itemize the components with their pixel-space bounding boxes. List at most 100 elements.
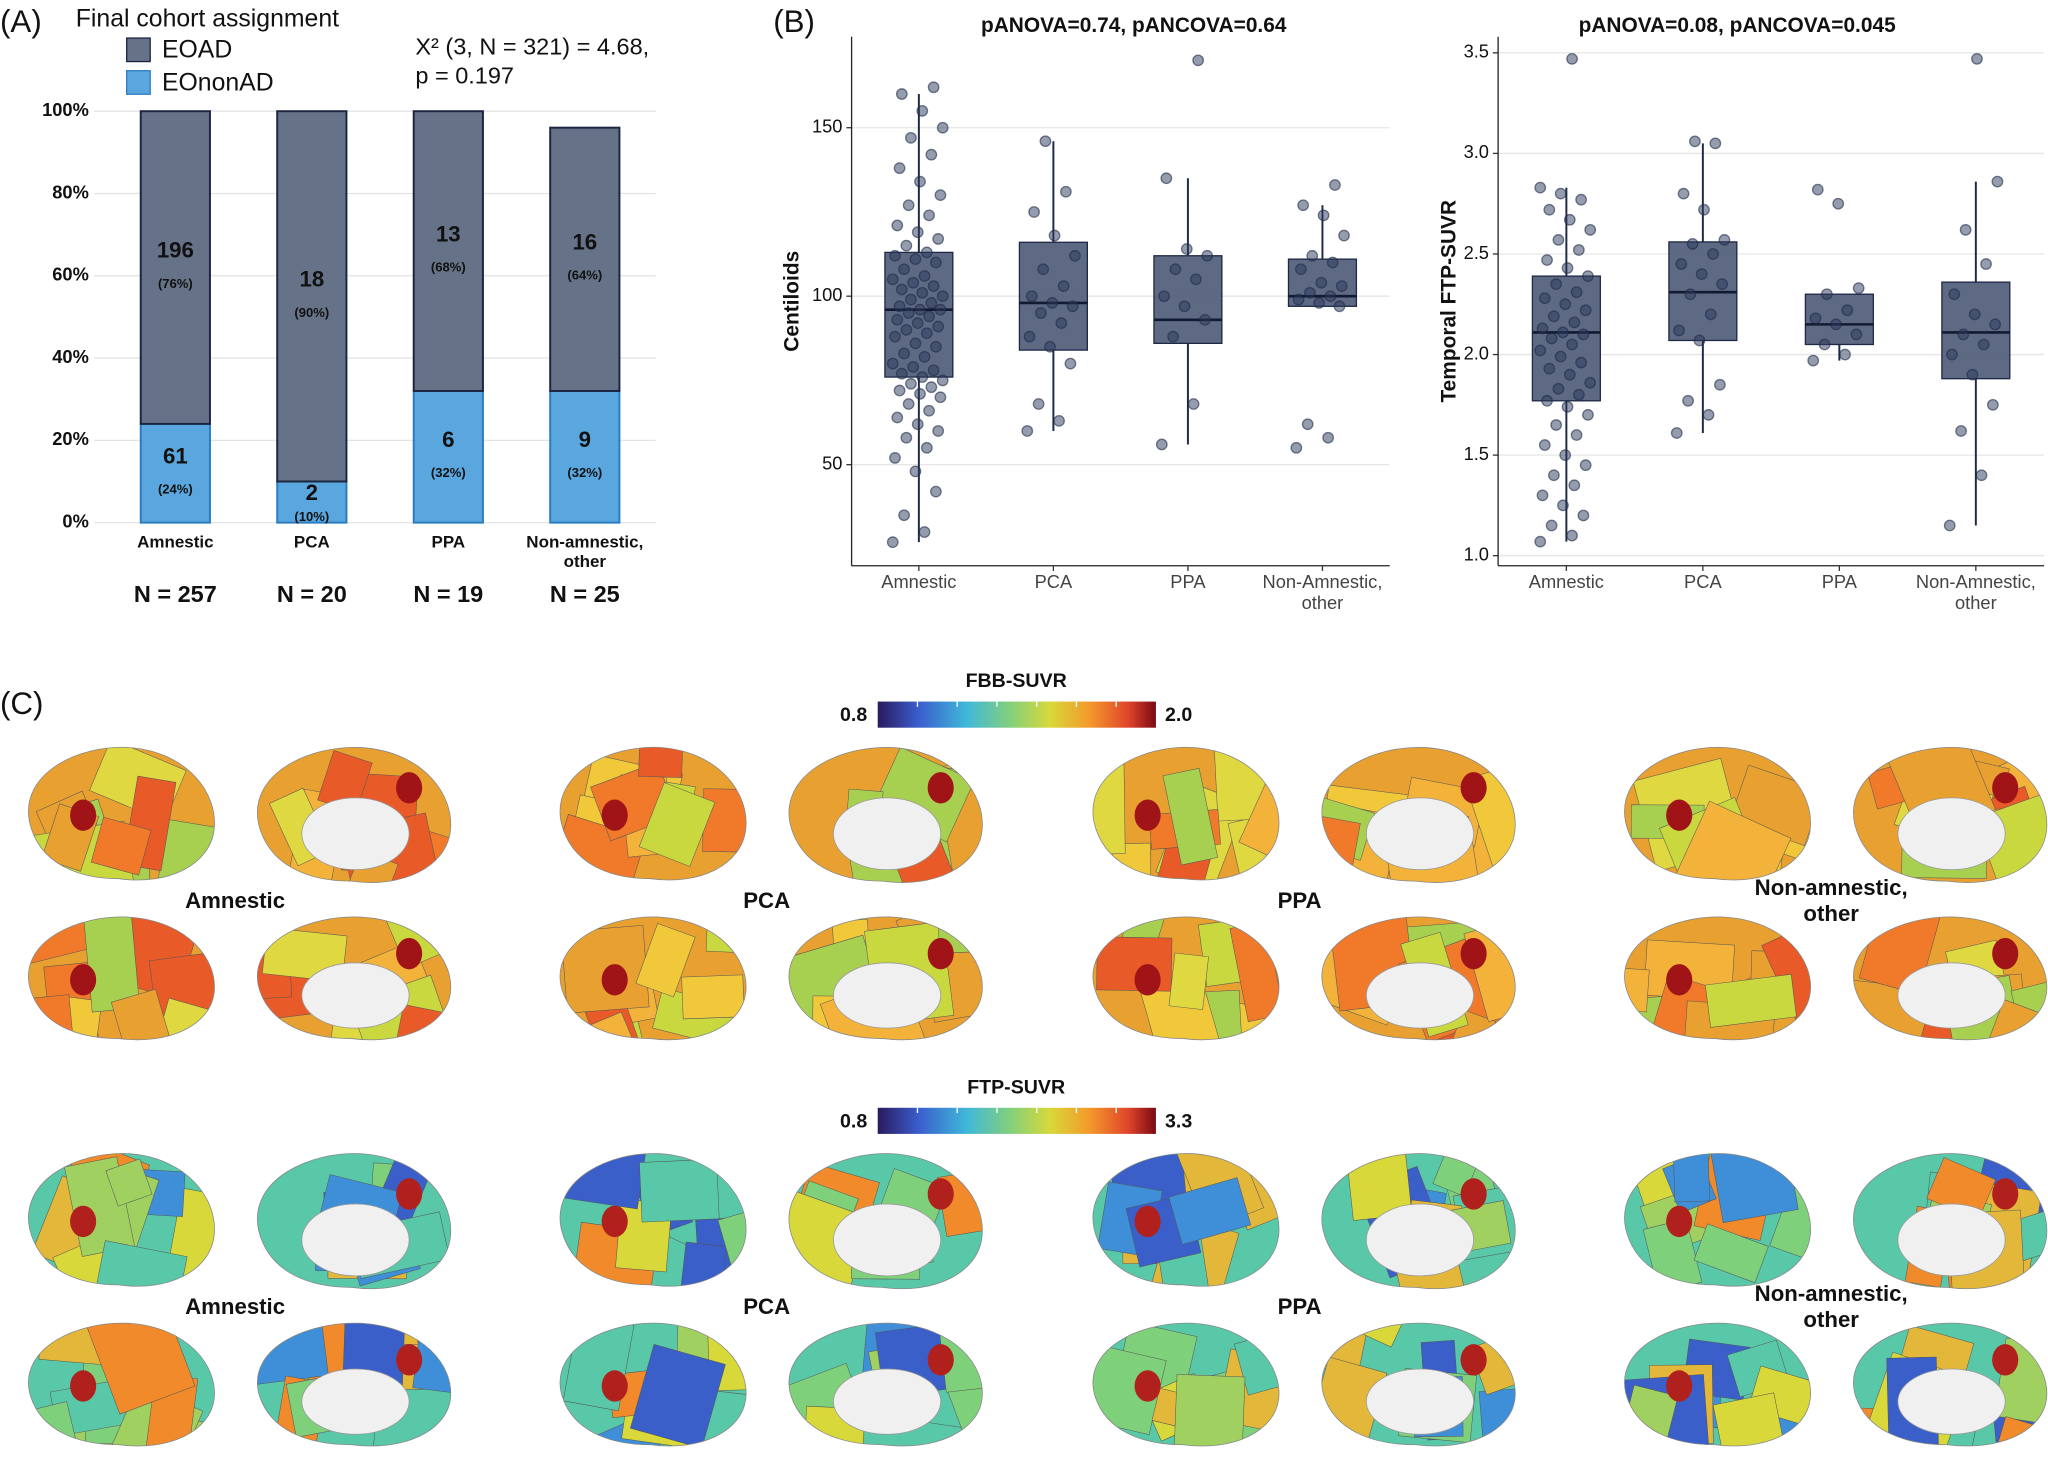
brain-region xyxy=(1672,1153,1711,1203)
x-tick-label-box: PCA xyxy=(1684,570,1722,592)
point xyxy=(1557,499,1569,512)
x-tick-label: Amnestic xyxy=(1528,570,1604,592)
x-tick-label: Amnestic xyxy=(881,570,957,592)
brain-edge xyxy=(1853,916,2048,1041)
point xyxy=(1046,297,1059,309)
brain-edge xyxy=(1853,747,2048,883)
point xyxy=(930,485,942,498)
brain-surface xyxy=(1624,747,1811,881)
point xyxy=(1966,368,1979,381)
x-tick-label: Non-amnestic, other xyxy=(526,533,644,571)
point xyxy=(1561,400,1574,413)
brain-region xyxy=(105,1158,153,1207)
point xyxy=(1675,258,1688,270)
point xyxy=(923,310,935,323)
y-tick-label: 3.5 xyxy=(1464,41,1489,62)
point xyxy=(1818,338,1831,351)
bar-segment xyxy=(276,110,348,483)
brain-hotspot xyxy=(601,964,628,996)
brain-region xyxy=(1705,974,1797,1028)
brain-hotspot xyxy=(1460,1178,1487,1210)
point xyxy=(1534,181,1547,194)
value-label: (76%) xyxy=(158,276,193,291)
chart-title: pANOVA=0.08, pANCOVA=0.045 xyxy=(1579,14,1896,37)
point xyxy=(1294,263,1307,276)
point xyxy=(909,337,922,350)
legend-label: EOnonAD xyxy=(162,69,274,96)
group-label: PPA xyxy=(1277,888,1322,914)
brain-region xyxy=(164,1187,215,1287)
point xyxy=(1192,54,1205,67)
brain-edge xyxy=(1321,916,1516,1041)
y-tick-label: 3.0 xyxy=(1464,141,1489,162)
point xyxy=(927,81,940,94)
point xyxy=(1199,313,1211,326)
legend-swatch xyxy=(126,37,151,63)
point xyxy=(1335,280,1348,292)
point xyxy=(1955,425,1967,437)
brain-medial-wall xyxy=(1897,962,2006,1029)
point xyxy=(1670,427,1683,439)
colorbar-title: FTP-SUVR xyxy=(967,1076,1065,1098)
brain-medial-wall xyxy=(301,1368,410,1435)
brain-hotspot xyxy=(1666,1205,1693,1238)
bar-segment xyxy=(549,126,621,392)
brain-edge xyxy=(256,916,452,1041)
point xyxy=(1575,193,1588,206)
brain-surface xyxy=(788,747,983,883)
brain-region xyxy=(28,1401,79,1447)
value-label: (32%) xyxy=(567,465,602,480)
colorbar-min: 0.8 xyxy=(840,704,867,726)
brain-hotspot xyxy=(70,1205,97,1238)
point xyxy=(1304,286,1316,299)
point xyxy=(1055,317,1068,330)
brain-region xyxy=(1162,767,1218,866)
brain-hotspot xyxy=(927,1178,954,1210)
point xyxy=(1180,243,1193,255)
point xyxy=(925,381,938,394)
point xyxy=(930,340,942,353)
brain-surface xyxy=(257,1153,451,1289)
point xyxy=(1069,249,1081,262)
brain-hotspot xyxy=(1460,1344,1487,1376)
point xyxy=(1169,263,1182,276)
brain-hotspot xyxy=(1666,799,1693,831)
legend-swatch xyxy=(126,70,151,95)
brain-edge xyxy=(1321,1153,1516,1290)
x-tick-label: Amnestic xyxy=(137,533,214,552)
point xyxy=(1568,479,1581,492)
point xyxy=(1570,429,1583,441)
point xyxy=(1807,354,1820,367)
point xyxy=(934,303,947,316)
point xyxy=(1698,203,1710,216)
brain-edge xyxy=(28,746,215,881)
point xyxy=(923,404,935,417)
point xyxy=(927,364,940,377)
y-tick-label: 1.5 xyxy=(1464,443,1489,464)
point xyxy=(1023,330,1036,343)
brain-edge xyxy=(1321,747,1516,883)
brain-edge xyxy=(1624,916,1811,1041)
point xyxy=(1167,330,1180,343)
brain-surface xyxy=(1321,747,1516,883)
colorbar-max: 2.0 xyxy=(1165,704,1192,726)
x-tick-label-box: PPA xyxy=(1170,571,1205,592)
point xyxy=(1575,356,1588,369)
point xyxy=(1201,249,1214,262)
x-tick-label: PCA xyxy=(1684,570,1722,592)
panel-label: (A) xyxy=(0,4,42,39)
y-tick-label: 1.0 xyxy=(1464,544,1489,565)
brain-region xyxy=(110,988,177,1040)
point xyxy=(1563,213,1576,226)
brain-hotspot xyxy=(1992,937,2019,970)
point xyxy=(1570,286,1583,299)
point xyxy=(1155,438,1168,451)
point xyxy=(900,239,913,252)
point xyxy=(1021,425,1034,437)
point xyxy=(1716,278,1729,291)
brain-region xyxy=(1443,1009,1496,1040)
count-label: 196 xyxy=(157,238,194,263)
point xyxy=(1852,282,1865,295)
x-tick-label-box: Non-Amnestic, other xyxy=(1916,571,2036,613)
point xyxy=(886,357,899,370)
